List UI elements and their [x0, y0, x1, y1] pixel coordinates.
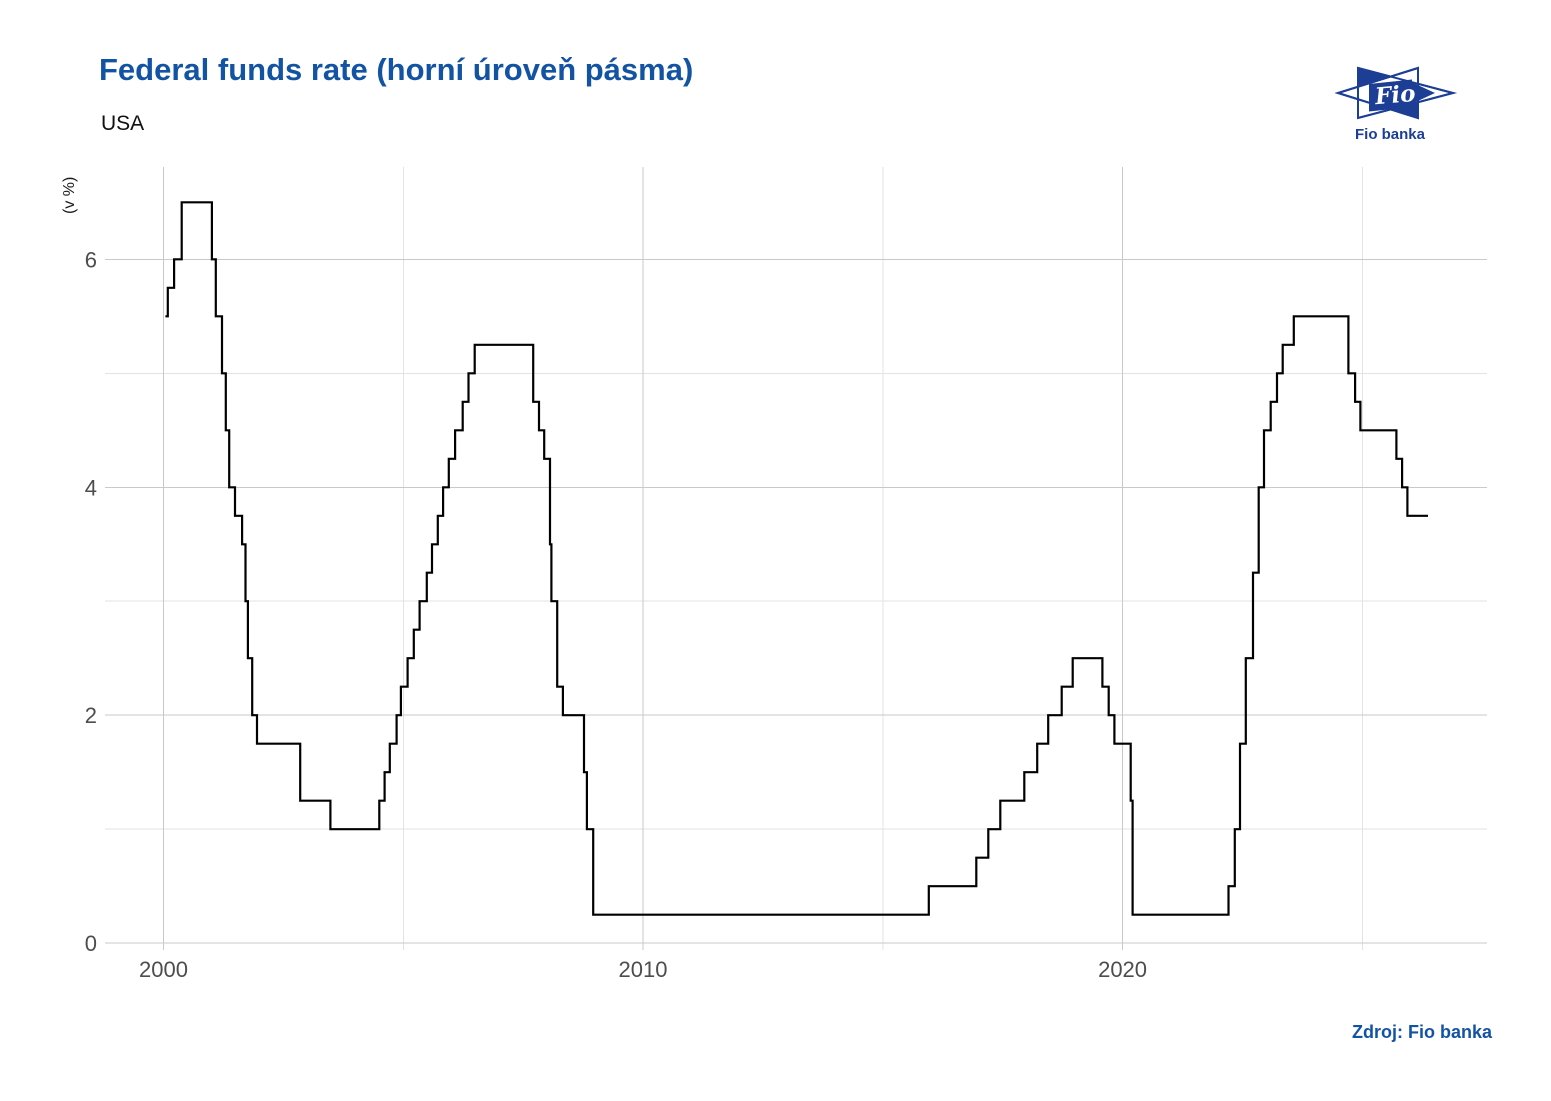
source-credit: Zdroj: Fio banka [1351, 1022, 1492, 1042]
svg-text:0: 0 [85, 931, 97, 956]
logo-center-plate [1369, 79, 1412, 112]
y-axis-label: (v %) [61, 177, 78, 214]
svg-text:2000: 2000 [139, 957, 188, 982]
svg-text:2010: 2010 [619, 957, 668, 982]
logo-caption: Fio banka [1354, 126, 1425, 143]
chart-subtitle: USA [101, 112, 145, 135]
svg-text:4: 4 [85, 475, 97, 500]
fed-funds-rate-line [165, 201, 1428, 916]
logo-fio-text: Fio [1373, 80, 1417, 111]
fio-banka-logo-icon: Fio [1335, 66, 1457, 120]
svg-text:6: 6 [85, 247, 97, 272]
logo-top-wedge [1358, 68, 1391, 87]
chart-title: Federal funds rate (horní úroveň pásma) [99, 52, 694, 87]
grid-minor-layer [105, 167, 1487, 950]
svg-text:2020: 2020 [1098, 957, 1147, 982]
logo-right-arrow [1411, 81, 1435, 105]
grid-major-layer [105, 167, 1487, 950]
axis-tick-labels: 0 2 4 6 2000 2010 2020 [85, 247, 1147, 982]
svg-text:2: 2 [85, 703, 97, 728]
